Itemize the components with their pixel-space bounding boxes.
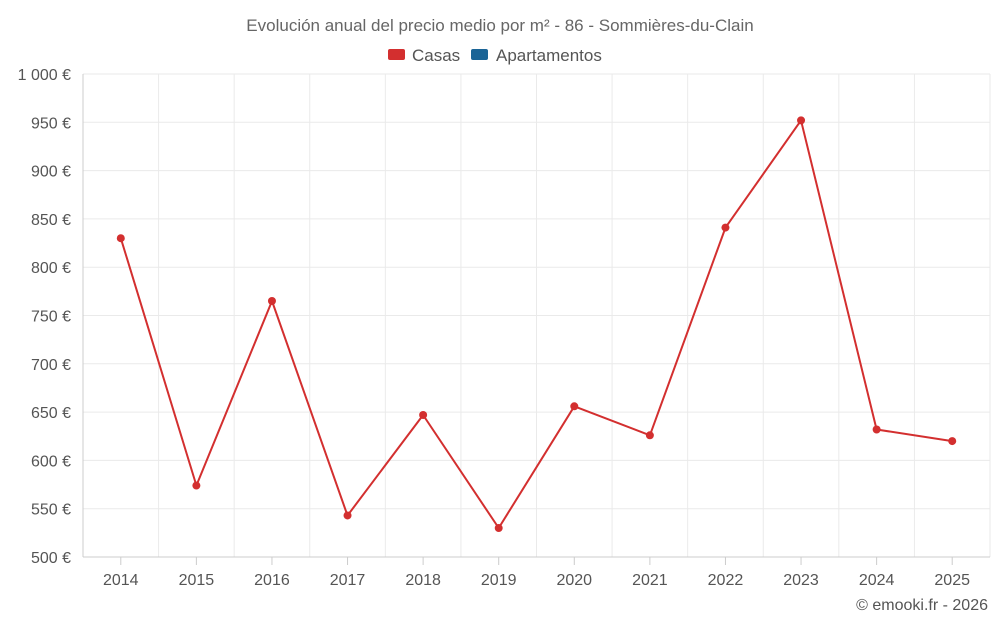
x-tick-label: 2023 (783, 572, 819, 589)
legend-item-casas[interactable]: Casas (388, 46, 460, 65)
x-tick-label: 2014 (103, 572, 139, 589)
data-point-casas[interactable] (116, 234, 125, 243)
legend-item-apartamentos[interactable]: Apartamentos (471, 46, 602, 65)
data-point-casas[interactable] (570, 402, 579, 411)
data-point-casas[interactable] (192, 481, 201, 490)
series (116, 116, 957, 533)
chart-title: Evolución anual del precio medio por m² … (246, 16, 753, 35)
x-tick-label: 2017 (330, 572, 366, 589)
y-tick-label: 850 € (31, 212, 71, 229)
y-tick-label: 500 € (31, 550, 71, 567)
y-tick-label: 950 € (31, 115, 71, 132)
series-line-casas (119, 119, 953, 529)
data-point-casas[interactable] (267, 297, 276, 306)
x-tick-label: 2024 (859, 572, 895, 589)
y-tick-label: 650 € (31, 405, 71, 422)
y-tick-label: 1 000 € (18, 67, 71, 84)
legend-swatch-casas (388, 49, 405, 60)
x-tick-label: 2020 (556, 572, 592, 589)
data-point-casas[interactable] (872, 425, 881, 434)
x-tick-label: 2021 (632, 572, 668, 589)
data-point-casas[interactable] (494, 524, 503, 533)
x-tick-label: 2015 (179, 572, 215, 589)
y-axis: 500 € 550 € 600 € 650 € 700 € 750 € 800 € 850 €… (18, 67, 84, 567)
y-tick-label: 600 € (31, 453, 71, 470)
y-tick-label: 750 € (31, 309, 71, 326)
legend-label-casas: Casas (412, 46, 460, 65)
y-tick-label: 800 € (31, 260, 71, 277)
legend-swatch-apartamentos (471, 49, 488, 60)
data-point-casas[interactable] (797, 116, 806, 125)
data-point-casas[interactable] (721, 223, 730, 232)
x-tick-label: 2018 (405, 572, 441, 589)
y-tick-label: 700 € (31, 357, 71, 374)
credit-text: © emooki.fr - 2026 (856, 597, 988, 614)
data-point-casas[interactable] (948, 437, 957, 446)
x-tick-label: 2022 (708, 572, 744, 589)
x-tick-label: 2025 (934, 572, 970, 589)
data-point-casas[interactable] (645, 431, 654, 440)
y-tick-label: 900 € (31, 164, 71, 181)
data-point-casas[interactable] (343, 511, 352, 520)
data-point-casas[interactable] (419, 410, 428, 419)
x-tick-label: 2019 (481, 572, 517, 589)
x-tick-label: 2016 (254, 572, 290, 589)
legend-label-apartamentos: Apartamentos (496, 46, 602, 65)
legend: Casas Apartamentos (388, 46, 602, 65)
y-tick-label: 550 € (31, 502, 71, 519)
grid (83, 73, 991, 557)
x-axis: 2014 2015 2016 2017 2018 2019 2020 2021 2022 2023… (83, 556, 990, 589)
